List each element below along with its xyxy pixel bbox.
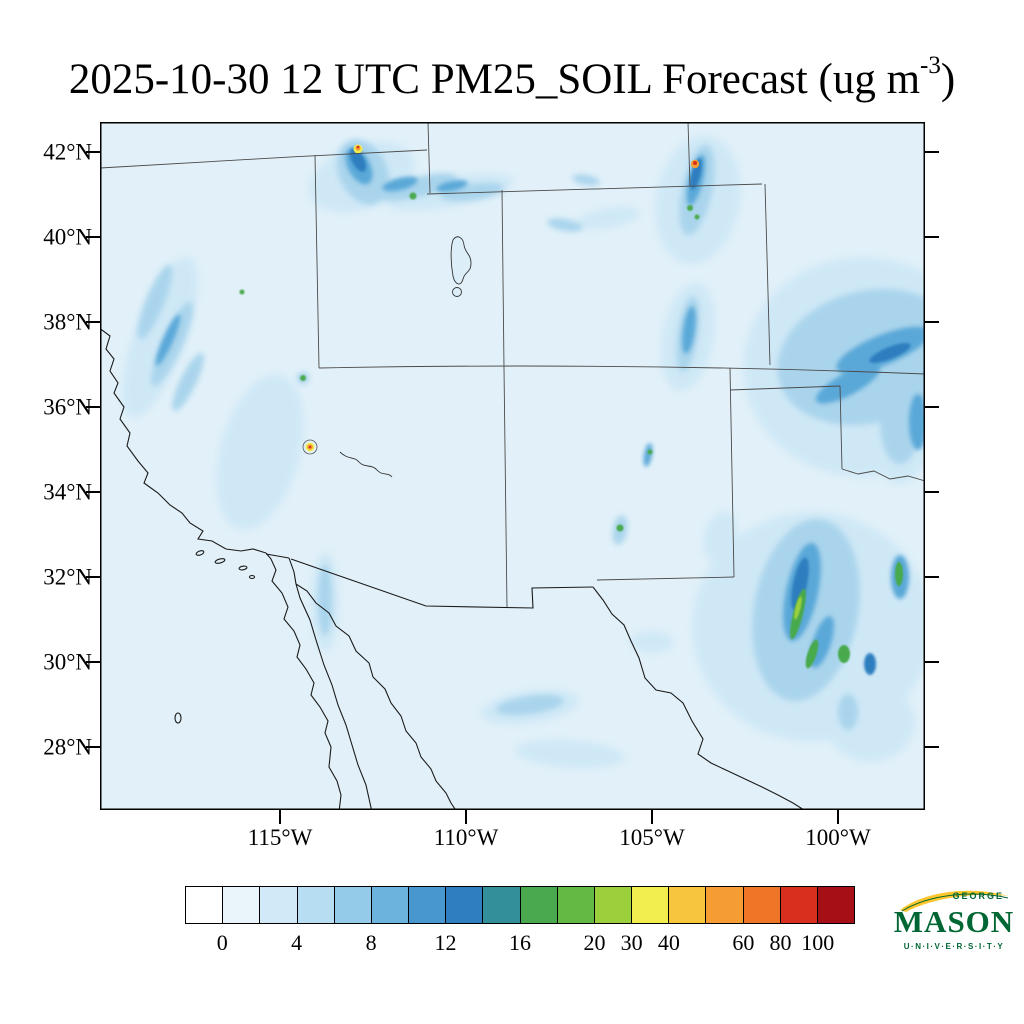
colorbar-cell <box>371 887 410 923</box>
colorbar-tick-label: 100 <box>801 930 835 955</box>
axis-tick-right <box>925 576 939 578</box>
lat-axis-label: 36°N <box>43 394 92 420</box>
colorbar-cell <box>557 887 595 923</box>
colorbar-cell <box>297 887 335 923</box>
lat-axis-label: 30°N <box>43 649 92 675</box>
colorbar-cell <box>632 887 670 923</box>
axis-tick-left <box>86 236 100 238</box>
lat-axis-label: 32°N <box>43 564 92 590</box>
colorbar-tick-label: 12 <box>434 930 457 955</box>
lon-axis-label: 105°W <box>619 825 685 850</box>
axis-tick-left <box>86 151 100 153</box>
lon-axis-label: 110°W <box>433 825 499 850</box>
logo-george-text: GEORGE <box>952 891 1004 901</box>
axis-tick-left <box>86 746 100 748</box>
axis-tick-bottom <box>465 810 467 824</box>
axis-tick-right <box>925 151 939 153</box>
colorbar-cell <box>260 887 298 923</box>
lat-axis-label: 40°N <box>43 224 92 250</box>
axis-tick-right <box>925 491 939 493</box>
axis-tick-left <box>86 406 100 408</box>
axis-tick-left <box>86 321 100 323</box>
colorbar-cell <box>669 887 707 923</box>
colorbar-cell <box>780 887 818 923</box>
colorbar-tick-label: 60 <box>732 930 755 955</box>
colorbar-cell <box>409 887 447 923</box>
axis-tick-left <box>86 491 100 493</box>
axis-tick-right <box>925 321 939 323</box>
colorbar-cell <box>743 887 781 923</box>
colorbar-tick-label: 4 <box>291 930 303 955</box>
axis-tick-left <box>86 661 100 663</box>
colorbar-cell <box>446 887 484 923</box>
logo-mason-text: MASON <box>893 904 1015 939</box>
colorbar-tick-label: 16 <box>509 930 531 955</box>
lat-axis-label: 28°N <box>43 734 92 760</box>
colorbar-cell <box>594 887 633 923</box>
colorbar-cell <box>483 887 521 923</box>
hotspot-markers <box>302 144 700 455</box>
axis-tick-bottom <box>837 810 839 824</box>
logo-university-text: U·N·I·V·E·R·S·I·T·Y <box>903 942 1005 951</box>
colorbar-cell <box>706 887 744 923</box>
title-main: 2025-10-30 12 UTC PM25_SOIL Forecast (ug… <box>68 55 921 103</box>
page-title: 2025-10-30 12 UTC PM25_SOIL Forecast (ug… <box>0 52 1024 104</box>
axis-tick-bottom <box>651 810 653 824</box>
axis-tick-right <box>925 661 939 663</box>
colorbar-cell <box>223 887 261 923</box>
forecast-map <box>100 122 925 810</box>
colorbar-cell <box>334 887 372 923</box>
axis-tick-bottom <box>279 810 281 824</box>
colorbar-cell <box>817 887 855 923</box>
map-frame <box>100 122 925 810</box>
title-close: ) <box>940 55 956 103</box>
lat-axis-label: 34°N <box>43 479 92 505</box>
colorbar-tick-label: 20 <box>583 930 606 955</box>
axis-tick-right <box>925 236 939 238</box>
gmu-swoosh-icon <box>900 890 1009 912</box>
colorbar-tick-label: 0 <box>216 930 228 955</box>
axis-tick-right <box>925 406 939 408</box>
lat-axis-label: 42°N <box>43 139 92 165</box>
colorbar-tick-label: 30 <box>620 930 643 955</box>
colorbar <box>185 886 855 924</box>
concentration-yellowgreen-layer <box>794 596 802 620</box>
colorbar-tick-label: 40 <box>657 930 680 955</box>
axis-tick-left <box>86 576 100 578</box>
colorbar-cell <box>186 887 224 923</box>
gmu-logo: GEORGE MASON U·N·I·V·E·R·S·I·T·Y <box>892 884 1016 970</box>
lon-axis-label: 100°W <box>805 825 871 850</box>
state-borders <box>100 122 925 609</box>
lon-axis-label: 115°W <box>247 825 313 850</box>
colorbar-cell <box>520 887 558 923</box>
colorbar-tick-label: 8 <box>365 930 377 955</box>
coastline <box>100 327 805 810</box>
title-superscript: -3 <box>920 52 941 80</box>
lat-axis-label: 38°N <box>43 309 92 335</box>
lakes <box>339 236 472 478</box>
axis-tick-right <box>925 746 939 748</box>
colorbar-tick-label: 80 <box>769 930 792 955</box>
